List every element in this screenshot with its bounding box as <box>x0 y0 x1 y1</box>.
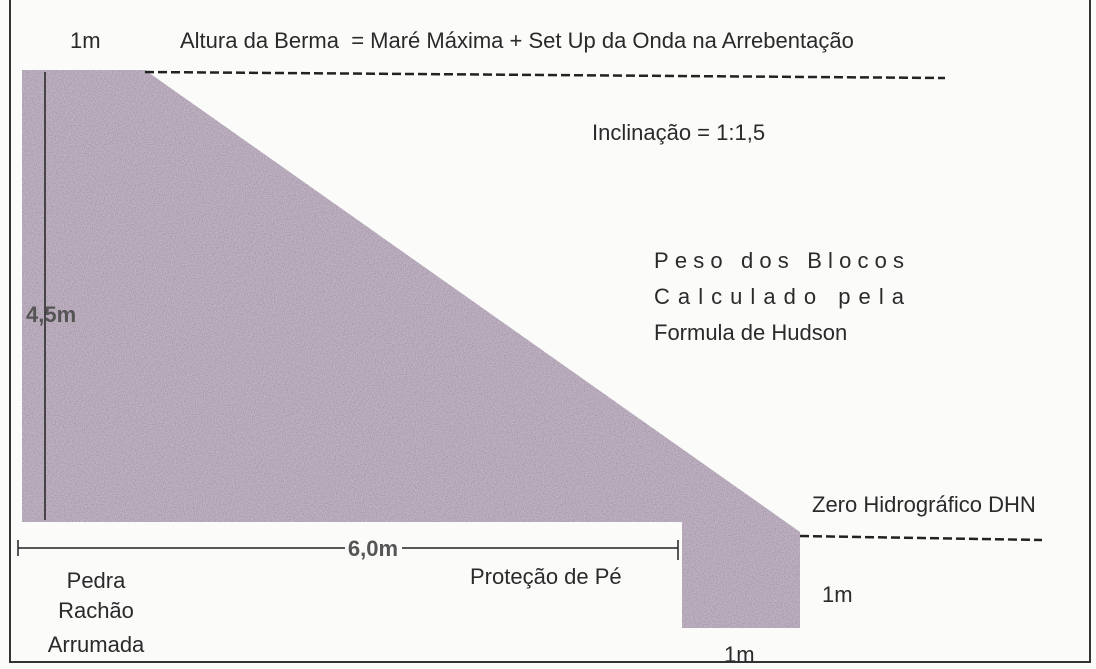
datum-label: Zero Hidrográfico DHN <box>812 492 1036 517</box>
core-material-line: Pedra <box>67 568 126 593</box>
block-weight-line: Calculado pela <box>654 284 905 309</box>
block-weight-line: Formula de Hudson <box>654 320 847 345</box>
slope-label: Inclinação = 1:1,5 <box>592 120 765 145</box>
toe-protection-label: Proteção de Pé <box>470 564 622 589</box>
height-label: 4,5m <box>26 302 76 327</box>
berm-label: Altura da Berma = Maré Máxima + Set Up d… <box>180 28 854 53</box>
frame <box>9 0 1091 663</box>
core-material-line: Rachão <box>58 598 134 623</box>
toe-height-label: 1m <box>822 582 853 607</box>
datum-line <box>799 534 1043 542</box>
toe-width-label: 1m <box>724 642 755 667</box>
core-material-line: Arrumada <box>48 632 145 657</box>
top-width-label: 1m <box>70 28 101 53</box>
block-weight-line: Peso dos Blocos <box>654 248 904 273</box>
breakwater-section <box>22 70 800 628</box>
base-length-label: 6,0m <box>348 536 398 561</box>
berm-line <box>144 70 946 80</box>
